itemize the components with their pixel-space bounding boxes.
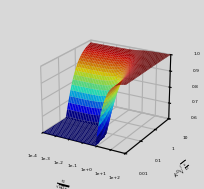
Y-axis label: $k^0\sqrt{\frac{t}{D}}$: $k^0\sqrt{\frac{t}{D}}$ [169, 158, 193, 181]
X-axis label: $\frac{r_0}{\sqrt{\pi Dt}}$: $\frac{r_0}{\sqrt{\pi Dt}}$ [54, 177, 70, 189]
